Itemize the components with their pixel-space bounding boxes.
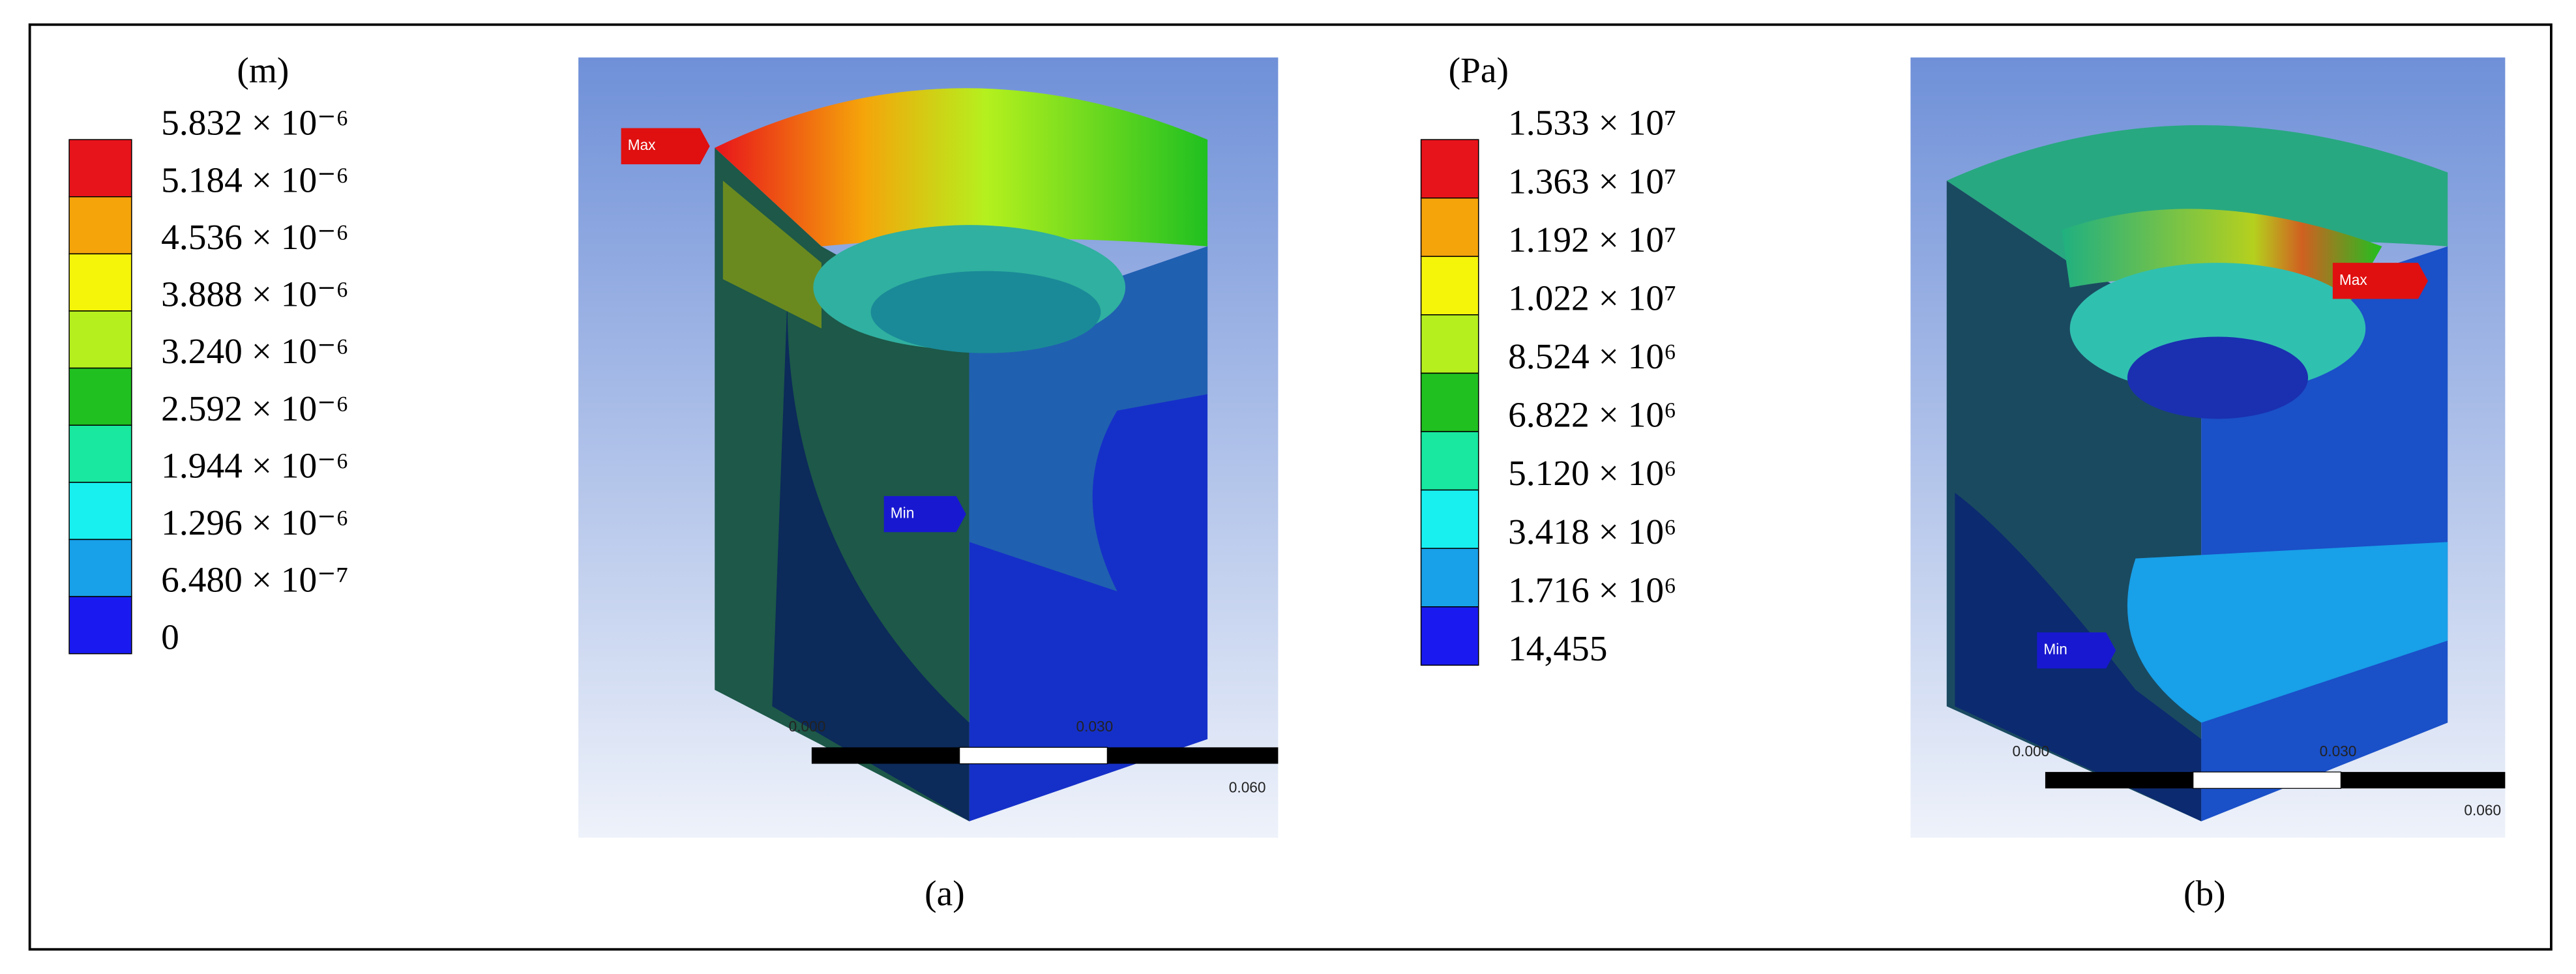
legend-unit: (Pa) <box>1449 50 1509 90</box>
piston-image-b: Max Min 0.000 0.030 0.060 <box>1910 57 2506 838</box>
legend-band <box>68 539 132 597</box>
legend-label: 3.240 × 10⁻⁶ <box>161 331 349 371</box>
legend-label: 6.822 × 10⁶ <box>1508 395 1676 435</box>
legend-band <box>1420 489 1479 549</box>
min-tag: Min <box>2043 641 2067 658</box>
legend-band <box>68 310 132 369</box>
legend-unit: (m) <box>237 50 289 90</box>
legend-label: 1.716 × 10⁶ <box>1508 570 1676 610</box>
legend-band <box>1420 548 1479 608</box>
frame <box>28 23 2553 951</box>
legend-band <box>1420 606 1479 666</box>
scale-label: 0.030 <box>2320 743 2357 760</box>
legend-band <box>68 196 132 255</box>
caption: (b) <box>2184 873 2226 913</box>
legend-label: 2.592 × 10⁻⁶ <box>161 389 349 428</box>
legend-band <box>1420 256 1479 316</box>
legend-label: 0 <box>161 617 179 657</box>
legend-band <box>68 367 132 426</box>
scale-label: 0.060 <box>2464 802 2501 819</box>
legend-band <box>1420 314 1479 374</box>
legend-band <box>1420 139 1479 199</box>
legend-band <box>68 139 132 198</box>
legend-label: 6.480 × 10⁻⁷ <box>161 560 349 600</box>
scale-label: 0.000 <box>2013 743 2050 760</box>
legend-label: 5.120 × 10⁶ <box>1508 453 1676 493</box>
legend-label: 4.536 × 10⁻⁶ <box>161 217 349 257</box>
legend-band <box>68 424 132 483</box>
legend-label: 1.363 × 10⁷ <box>1508 161 1676 201</box>
min-tag: Min <box>891 505 915 522</box>
legend-band <box>1420 431 1479 491</box>
legend-label: 8.524 × 10⁶ <box>1508 336 1676 376</box>
legend-label: 3.418 × 10⁶ <box>1508 512 1676 552</box>
piston-image-a: Max Min 0.000 0.030 0.060 <box>578 57 1279 838</box>
legend-band <box>68 482 132 540</box>
caption: (a) <box>925 873 965 913</box>
legend-band <box>1420 197 1479 258</box>
legend-label: 3.888 × 10⁻⁶ <box>161 274 349 314</box>
scale-label: 0.000 <box>789 718 826 735</box>
legend-band <box>68 596 132 655</box>
max-tag: Max <box>628 136 656 153</box>
legend-band <box>1420 372 1479 432</box>
legend-label: 5.832 × 10⁻⁶ <box>161 103 349 143</box>
legend-band <box>68 253 132 312</box>
max-tag: Max <box>2339 271 2367 288</box>
legend-label: 1.192 × 10⁷ <box>1508 220 1676 259</box>
legend-label: 1.296 × 10⁻⁶ <box>161 503 349 542</box>
legend-label: 1.944 × 10⁻⁶ <box>161 445 349 485</box>
legend-label: 14,455 <box>1508 628 1607 668</box>
legend-label: 5.184 × 10⁻⁶ <box>161 160 349 199</box>
legend-label: 1.533 × 10⁷ <box>1508 103 1676 143</box>
legend-label: 1.022 × 10⁷ <box>1508 278 1676 317</box>
scale-label: 0.060 <box>1229 778 1266 795</box>
scale-label: 0.030 <box>1076 718 1113 735</box>
